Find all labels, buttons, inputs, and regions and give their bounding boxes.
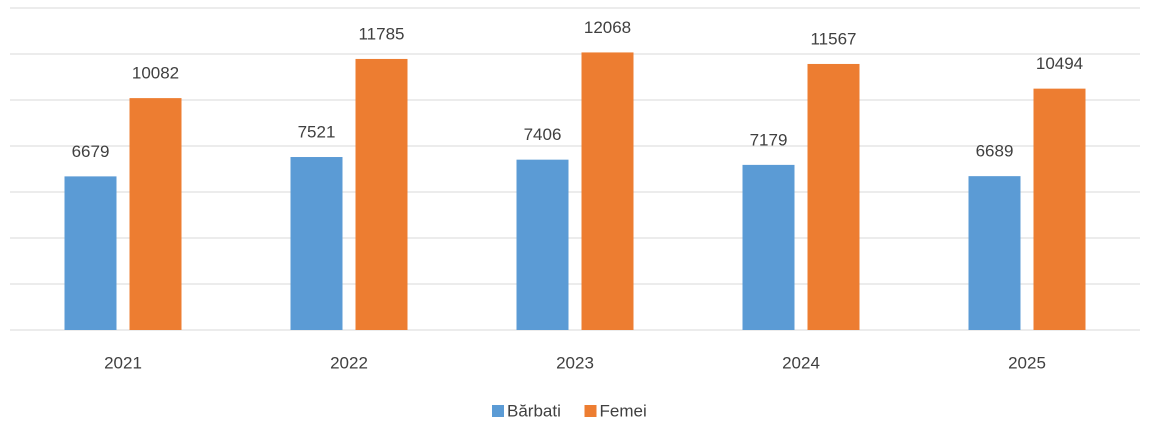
data-label: 10082: [132, 64, 179, 83]
bar: [355, 58, 408, 330]
bar: [581, 52, 634, 330]
bar: [516, 159, 569, 330]
bar: [64, 176, 117, 330]
x-tick-label: 2023: [556, 353, 594, 372]
data-label: 7406: [524, 125, 562, 144]
data-label: 12068: [584, 18, 631, 37]
data-label: 7521: [298, 123, 336, 142]
bar: [129, 98, 182, 330]
x-tick-label: 2021: [104, 353, 142, 372]
data-label: 7179: [750, 130, 788, 149]
legend-swatch: [584, 405, 597, 417]
x-tick-label: 2022: [330, 353, 368, 372]
data-label: 6679: [72, 142, 110, 161]
data-label: 11567: [810, 29, 856, 48]
data-label: 11785: [358, 24, 404, 43]
legend-swatch: [492, 405, 504, 417]
bar: [742, 164, 795, 330]
data-label: 6689: [976, 142, 1014, 161]
data-label: 10494: [1036, 54, 1083, 73]
x-tick-label: 2024: [782, 353, 820, 372]
x-tick-label: 2025: [1008, 353, 1046, 372]
bar: [290, 157, 343, 330]
bar: [1033, 88, 1086, 330]
bar: [807, 63, 860, 331]
legend-label: Bărbati: [507, 401, 561, 420]
bar: [968, 176, 1021, 330]
legend-label: Femei: [600, 401, 647, 420]
